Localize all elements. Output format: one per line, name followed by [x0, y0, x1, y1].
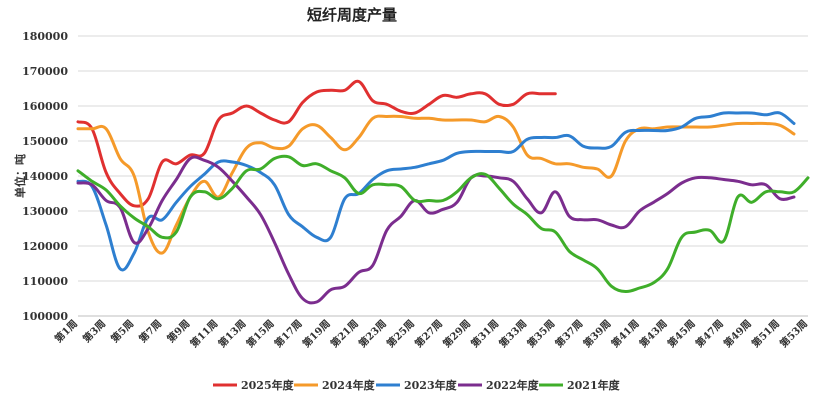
legend-label: 2021年度: [567, 378, 621, 392]
x-tick-label: 第37周: [552, 317, 585, 350]
y-axis-ticks: 100000 110000 120000 130000 140000 150000 1600…: [22, 30, 68, 323]
y-tick-label: 140000: [22, 170, 68, 183]
y-tick-label: 100000: [22, 310, 68, 323]
legend-label: 2023年度: [404, 378, 458, 392]
x-tick-label: 第45周: [665, 317, 698, 350]
x-tick-label: 第23周: [356, 317, 389, 350]
x-tick-label: 第53周: [777, 317, 810, 350]
x-tick-label: 第25周: [384, 317, 417, 350]
x-tick-label: 第13周: [215, 317, 248, 350]
y-tick-label: 110000: [22, 275, 68, 288]
x-axis-ticks: 第1周 第3周 第5周 第7周 第9周第11周第13周第15周第17周第19周第21周第…: [52, 317, 810, 350]
series-line-4: [76, 154, 810, 294]
x-tick-label: 第17周: [272, 317, 305, 350]
x-tick-label: 第9周: [164, 317, 192, 345]
y-axis-label: 单位：吨: [13, 154, 27, 198]
x-tick-label: 第7周: [136, 317, 164, 345]
x-tick-label: 第49周: [721, 317, 754, 350]
legend: 2025年度 2024年度 2023年度 2022年度 2021年度: [213, 378, 621, 392]
series-lines: [76, 79, 810, 305]
legend-label: 2025年度: [241, 378, 295, 392]
x-tick-label: 第27周: [412, 317, 445, 350]
x-tick-label: 第33周: [496, 317, 529, 350]
x-tick-label: 第21周: [328, 317, 361, 350]
series-line-0: [76, 79, 557, 208]
chart-title: 短纤周度产量: [307, 6, 397, 24]
legend-label: 2024年度: [322, 378, 376, 392]
x-tick-label: 第31周: [468, 317, 501, 350]
y-tick-label: 170000: [22, 65, 68, 78]
series-line-1: [76, 114, 796, 255]
x-tick-label: 第29周: [440, 317, 473, 350]
x-tick-label: 第3周: [80, 317, 108, 345]
x-tick-label: 第11周: [187, 317, 220, 350]
x-tick-label: 第5周: [108, 317, 136, 345]
x-tick-label: 第51周: [749, 317, 782, 350]
series-line-3: [76, 155, 796, 305]
x-tick-label: 第35周: [524, 317, 557, 350]
y-tick-label: 130000: [22, 205, 68, 218]
legend-label: 2022年度: [486, 378, 540, 392]
x-tick-label: 第15周: [243, 317, 276, 350]
series-line-2: [76, 111, 796, 272]
y-tick-label: 160000: [22, 100, 68, 113]
x-tick-label: 第39周: [580, 317, 613, 350]
grid-lines: [78, 35, 808, 282]
x-tick-label: 第41周: [608, 317, 641, 350]
x-tick-label: 第47周: [693, 317, 726, 350]
y-tick-label: 180000: [22, 30, 68, 43]
y-tick-label: 120000: [22, 240, 68, 253]
x-tick-label: 第19周: [300, 317, 333, 350]
y-tick-label: 150000: [22, 135, 68, 148]
x-tick-label: 第43周: [637, 317, 670, 350]
